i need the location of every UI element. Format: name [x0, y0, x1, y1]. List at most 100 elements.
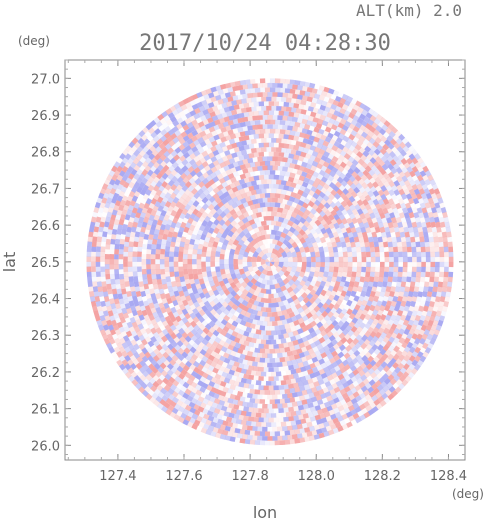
heatmap-cell — [201, 344, 209, 352]
heatmap-cell — [258, 184, 265, 190]
heatmap-cell — [268, 302, 274, 308]
heatmap-cell — [306, 204, 314, 212]
heatmap-cell — [227, 277, 235, 285]
heatmap-cell — [285, 106, 292, 112]
heatmap-cell — [240, 107, 247, 114]
heatmap-cell — [311, 275, 319, 283]
heatmap-cell — [443, 251, 449, 258]
heatmap-cell — [299, 246, 306, 253]
heatmap-cell — [253, 342, 260, 349]
heatmap-cell — [273, 408, 279, 414]
heatmap-cell — [311, 160, 319, 168]
heatmap-cell — [290, 98, 297, 104]
heatmap-cell — [216, 343, 224, 351]
heatmap-cell — [246, 302, 253, 309]
y-tick-label: 26.3 — [31, 329, 60, 344]
heatmap-cell — [325, 218, 333, 226]
heatmap-cell — [164, 223, 171, 231]
heatmap-cell — [259, 193, 266, 199]
heatmap-cell — [265, 413, 272, 418]
heatmap-cell — [212, 297, 220, 305]
heatmap-cell — [345, 241, 352, 248]
heatmap-cell — [266, 188, 272, 194]
heatmap-cell — [142, 249, 147, 255]
heatmap-cell — [109, 248, 115, 255]
heatmap-cell — [159, 259, 165, 265]
heatmap-cell — [344, 281, 350, 288]
heatmap-cell — [248, 407, 254, 413]
heatmap-cell — [287, 116, 293, 122]
heatmap-cell — [255, 231, 263, 238]
heatmap-cell — [323, 314, 331, 322]
heatmap-cell — [184, 312, 191, 320]
heatmap-cell — [187, 253, 193, 260]
heatmap-cell — [273, 334, 279, 340]
heatmap-cell — [123, 251, 129, 257]
heatmap-cell — [284, 346, 291, 353]
heatmap-cell — [189, 238, 196, 245]
heatmap-cell — [272, 321, 278, 327]
heatmap-cell — [204, 280, 211, 287]
heatmap-cell — [86, 246, 92, 252]
heatmap-cell — [95, 266, 101, 272]
heatmap-cell — [236, 184, 243, 191]
heatmap-cell — [260, 229, 267, 236]
heatmap-cell — [269, 431, 276, 437]
heatmap-cell — [305, 323, 313, 330]
heatmap-cell — [412, 261, 417, 268]
heatmap-cell — [291, 294, 298, 302]
heatmap-cell — [274, 389, 281, 395]
heatmap-cell — [307, 284, 314, 292]
heatmap-cell — [294, 164, 301, 170]
heatmap-cell — [91, 276, 97, 283]
heatmap-cell — [372, 236, 379, 243]
heatmap-cell — [269, 160, 276, 166]
heatmap-cell — [281, 208, 289, 215]
heatmap-cell — [276, 320, 283, 326]
heatmap-cell — [279, 203, 286, 209]
heatmap-cell — [283, 256, 289, 263]
heatmap-cell — [187, 217, 194, 225]
heatmap-cell — [283, 111, 290, 117]
heatmap-cell — [230, 220, 238, 228]
heatmap-cell — [289, 162, 296, 169]
heatmap-cell — [295, 266, 302, 273]
heatmap-cell — [296, 357, 303, 364]
heatmap-cell — [287, 83, 293, 89]
heatmap-cell — [279, 129, 286, 135]
heatmap-cell — [299, 428, 306, 434]
heatmap-cell — [95, 261, 101, 267]
heatmap-cell — [249, 270, 257, 278]
heatmap-cell — [269, 358, 276, 363]
heatmap-cell — [237, 253, 244, 260]
heatmap-cell — [95, 271, 101, 278]
heatmap-cell — [402, 256, 408, 263]
heatmap-cell — [327, 285, 335, 292]
heatmap-cell — [274, 119, 281, 125]
heatmap-cell — [278, 261, 284, 269]
heatmap-cell — [371, 300, 378, 307]
heatmap-cell — [288, 311, 296, 318]
heatmap-cell — [218, 219, 226, 227]
heatmap-cell — [218, 349, 226, 357]
heatmap-cell — [315, 227, 322, 235]
heatmap-cell — [272, 353, 277, 358]
heatmap-cell — [361, 309, 369, 316]
heatmap-cell — [257, 124, 263, 130]
heatmap-cell — [216, 315, 224, 323]
heatmap-cell — [293, 309, 300, 316]
heatmap-cell — [241, 182, 248, 189]
heatmap-cell — [268, 142, 275, 148]
heatmap-cell — [292, 329, 299, 337]
heatmap-cell — [258, 101, 265, 107]
heatmap-cell — [286, 360, 293, 366]
heatmap-cell — [337, 246, 343, 253]
heatmap-cell — [225, 179, 233, 186]
heatmap-cell — [95, 256, 101, 262]
heatmap-cell — [420, 276, 426, 283]
heatmap-cell — [146, 268, 152, 275]
heatmap-cell — [217, 241, 224, 248]
heatmap-cell — [258, 375, 264, 381]
heatmap-cell — [212, 329, 220, 337]
heatmap-cell — [351, 266, 357, 273]
